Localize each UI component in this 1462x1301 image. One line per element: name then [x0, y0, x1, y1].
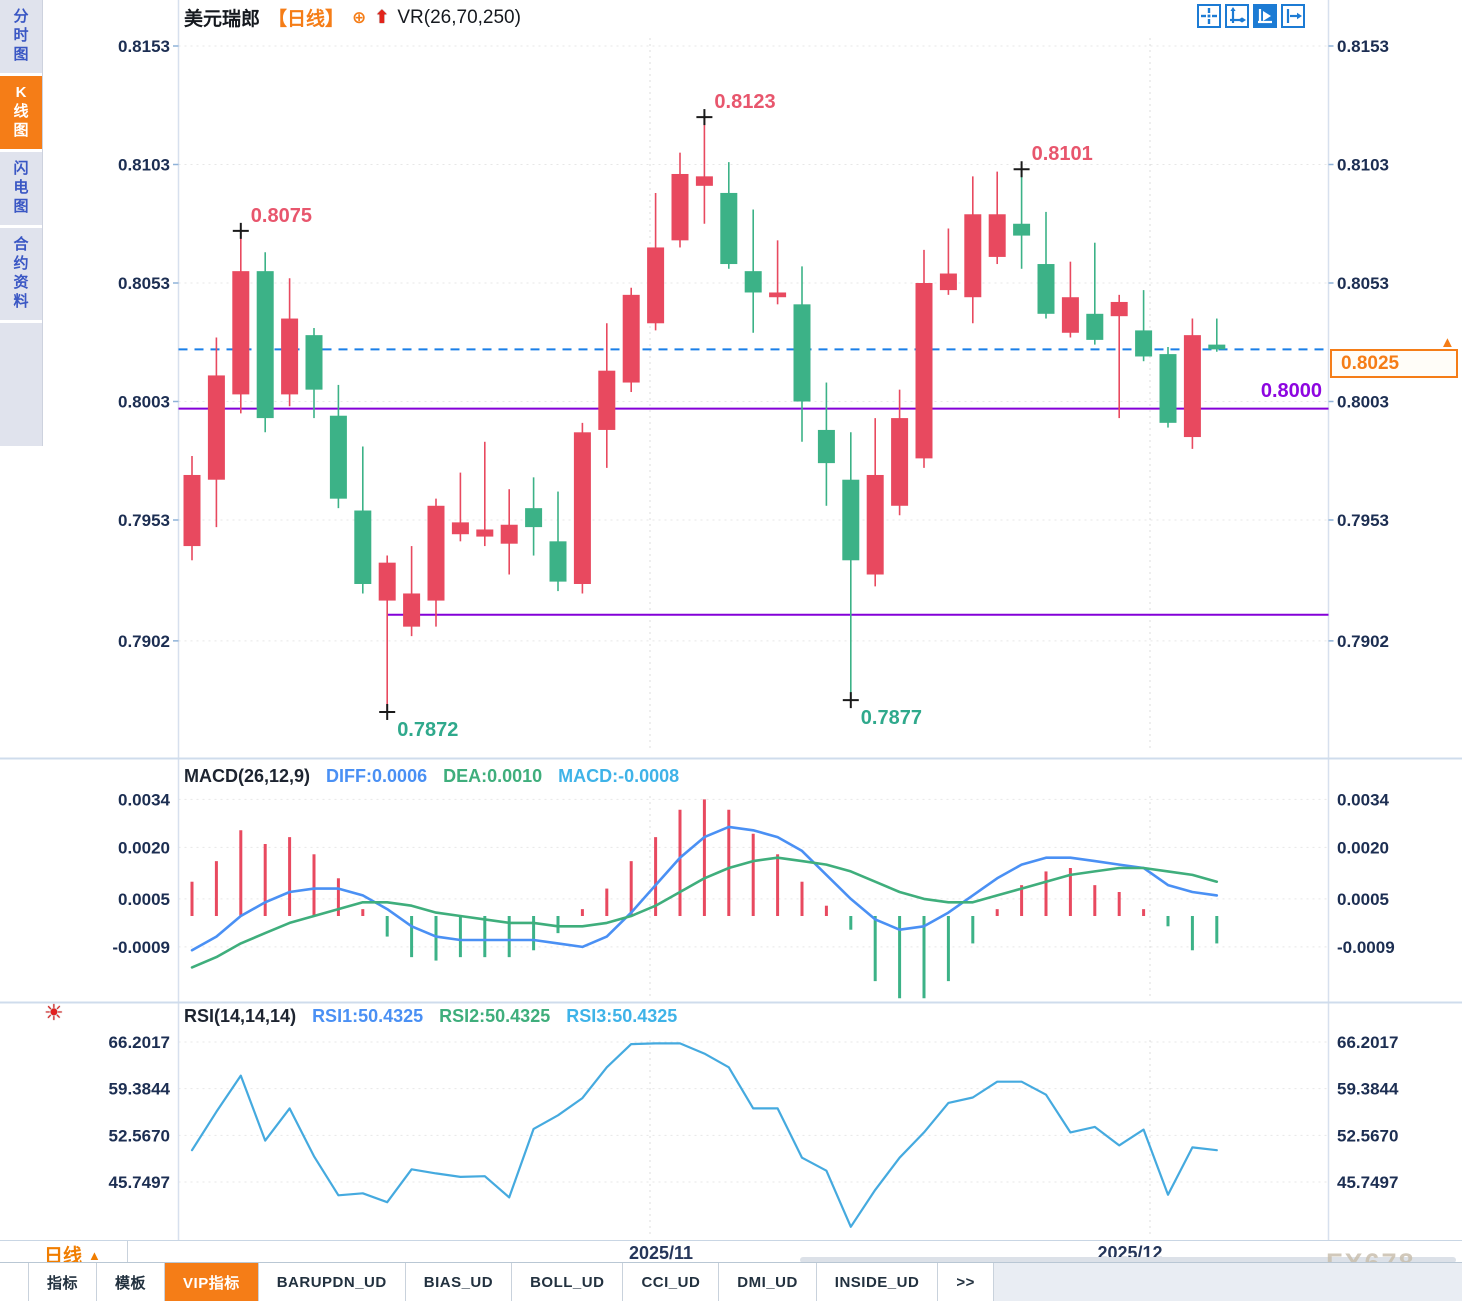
rsi-header: RSI(14,14,14) RSI1:50.4325 RSI2:50.4325 …: [184, 1006, 677, 1027]
chart-canvas[interactable]: 0.8153 0.8153 0.8103 0.8103 0.8053 0.8053 0.80…: [0, 0, 1462, 1240]
price-up-marker-icon: ▲: [1440, 334, 1455, 351]
macd-histogram: [190, 799, 1219, 999]
sidebar-item-3[interactable]: 合约资料: [0, 228, 42, 323]
tab-BIAS-UD[interactable]: BIAS_UD: [405, 1263, 513, 1301]
svg-text:-0.0009: -0.0009: [1337, 938, 1395, 957]
macd-params-label[interactable]: MACD(26,12,9): [184, 766, 311, 786]
macd-macd-value: MACD:-0.0008: [558, 766, 680, 786]
tab-BARUPDN-UD[interactable]: BARUPDN_UD: [258, 1263, 406, 1301]
tab-指标[interactable]: 指标: [29, 1263, 98, 1301]
svg-text:0.0020: 0.0020: [118, 838, 170, 857]
tab-INSIDE-UD[interactable]: INSIDE_UD: [816, 1263, 939, 1301]
up-arrow-icon: ⬆: [374, 7, 390, 27]
tab->>[interactable]: >>: [938, 1263, 994, 1301]
svg-text:0.7902: 0.7902: [1337, 632, 1389, 651]
svg-text:0.0005: 0.0005: [118, 890, 170, 909]
exit-right-icon[interactable]: [1281, 4, 1305, 28]
rsi1-value: RSI1:50.4325: [312, 1006, 424, 1026]
svg-text:0.8003: 0.8003: [118, 393, 170, 412]
rsi3-value: RSI3:50.4325: [566, 1006, 678, 1026]
tabbar-corner-cell: [0, 1263, 29, 1301]
svg-text:0.8003: 0.8003: [1337, 393, 1389, 412]
period-label: 日线: [44, 1246, 83, 1267]
pointer-chart-icon[interactable]: [1253, 4, 1277, 28]
svg-text:0.8103: 0.8103: [1337, 156, 1389, 175]
svg-text:0.7872: 0.7872: [397, 719, 458, 741]
horizontal-scrollbar[interactable]: [800, 1257, 1456, 1263]
svg-text:0.0034: 0.0034: [1337, 790, 1390, 809]
svg-text:0.0005: 0.0005: [1337, 890, 1389, 909]
svg-text:0.8053: 0.8053: [118, 274, 170, 293]
svg-text:59.3844: 59.3844: [109, 1080, 171, 1099]
svg-text:0.8101: 0.8101: [1032, 143, 1093, 165]
svg-text:-0.0009: -0.0009: [112, 938, 170, 957]
svg-text:52.5670: 52.5670: [1337, 1126, 1398, 1145]
macd-diff-value: DIFF:0.0006: [326, 766, 428, 786]
svg-text:0.8053: 0.8053: [1337, 274, 1389, 293]
sidebar-item-0[interactable]: 分时图: [0, 0, 42, 76]
svg-text:0.8123: 0.8123: [714, 91, 775, 113]
tab-BOLL-UD[interactable]: BOLL_UD: [512, 1263, 624, 1301]
svg-text:52.5670: 52.5670: [109, 1126, 170, 1145]
indicator-label[interactable]: VR(26,70,250): [397, 6, 521, 28]
macd-dea-value: DEA:0.0010: [443, 766, 543, 786]
svg-text:59.3844: 59.3844: [1337, 1080, 1399, 1099]
sun-icon[interactable]: ☀: [44, 1000, 64, 1025]
tab-模板[interactable]: 模板: [97, 1263, 166, 1301]
svg-text:0.0020: 0.0020: [1337, 838, 1389, 857]
candles: [183, 117, 1226, 712]
indicator-tabbar: 指标 模板 VIP指标 BARUPDN_UD BIAS_UD BOLL_UD CCI_UD D…: [0, 1262, 1462, 1301]
svg-text:0.7902: 0.7902: [118, 632, 170, 651]
tab-CCI-UD[interactable]: CCI_UD: [623, 1263, 720, 1301]
crosshair-icon[interactable]: [1197, 4, 1221, 28]
svg-text:45.7497: 45.7497: [109, 1173, 170, 1192]
circle-plus-icon[interactable]: ⊕: [352, 7, 367, 27]
x-tick-nov: 2025/11: [628, 1243, 694, 1263]
tab-DMI-UD[interactable]: DMI_UD: [719, 1263, 817, 1301]
macd-header: MACD(26,12,9) DIFF:0.0006 DEA:0.0010 MAC…: [184, 766, 679, 787]
svg-text:0.7953: 0.7953: [118, 511, 170, 530]
triangle-up-icon: ▲: [88, 1248, 101, 1263]
axis-scale-icon[interactable]: [1225, 4, 1249, 28]
svg-text:0.7953: 0.7953: [1337, 511, 1389, 530]
svg-text:66.2017: 66.2017: [109, 1033, 170, 1052]
sidebar-item-2[interactable]: 闪电图: [0, 152, 42, 228]
current-price-tag[interactable]: 0.8025: [1330, 349, 1458, 378]
tab-VIP指标[interactable]: VIP指标: [165, 1263, 259, 1301]
svg-text:0.8153: 0.8153: [118, 37, 170, 56]
svg-text:0.8075: 0.8075: [251, 205, 312, 227]
chart-toolbar: [1197, 4, 1305, 28]
svg-text:0.8103: 0.8103: [118, 156, 170, 175]
support-level-label: 0.8000: [1260, 380, 1322, 402]
svg-text:66.2017: 66.2017: [1337, 1033, 1398, 1052]
rsi2-value: RSI2:50.4325: [439, 1006, 551, 1026]
period-tag[interactable]: 【日线】: [268, 9, 345, 30]
svg-text:0.8153: 0.8153: [1337, 37, 1389, 56]
svg-text:0.7877: 0.7877: [861, 707, 922, 729]
svg-text:45.7497: 45.7497: [1337, 1173, 1398, 1192]
chart-title-row: 美元瑞郎 【日线】 ⊕ ⬆ VR(26,70,250): [184, 4, 521, 31]
period-selector-button[interactable]: 日线 ▲: [30, 1241, 128, 1267]
rsi-params-label[interactable]: RSI(14,14,14): [184, 1006, 297, 1026]
symbol-name: 美元瑞郎: [184, 9, 261, 30]
svg-text:0.0034: 0.0034: [118, 790, 171, 809]
